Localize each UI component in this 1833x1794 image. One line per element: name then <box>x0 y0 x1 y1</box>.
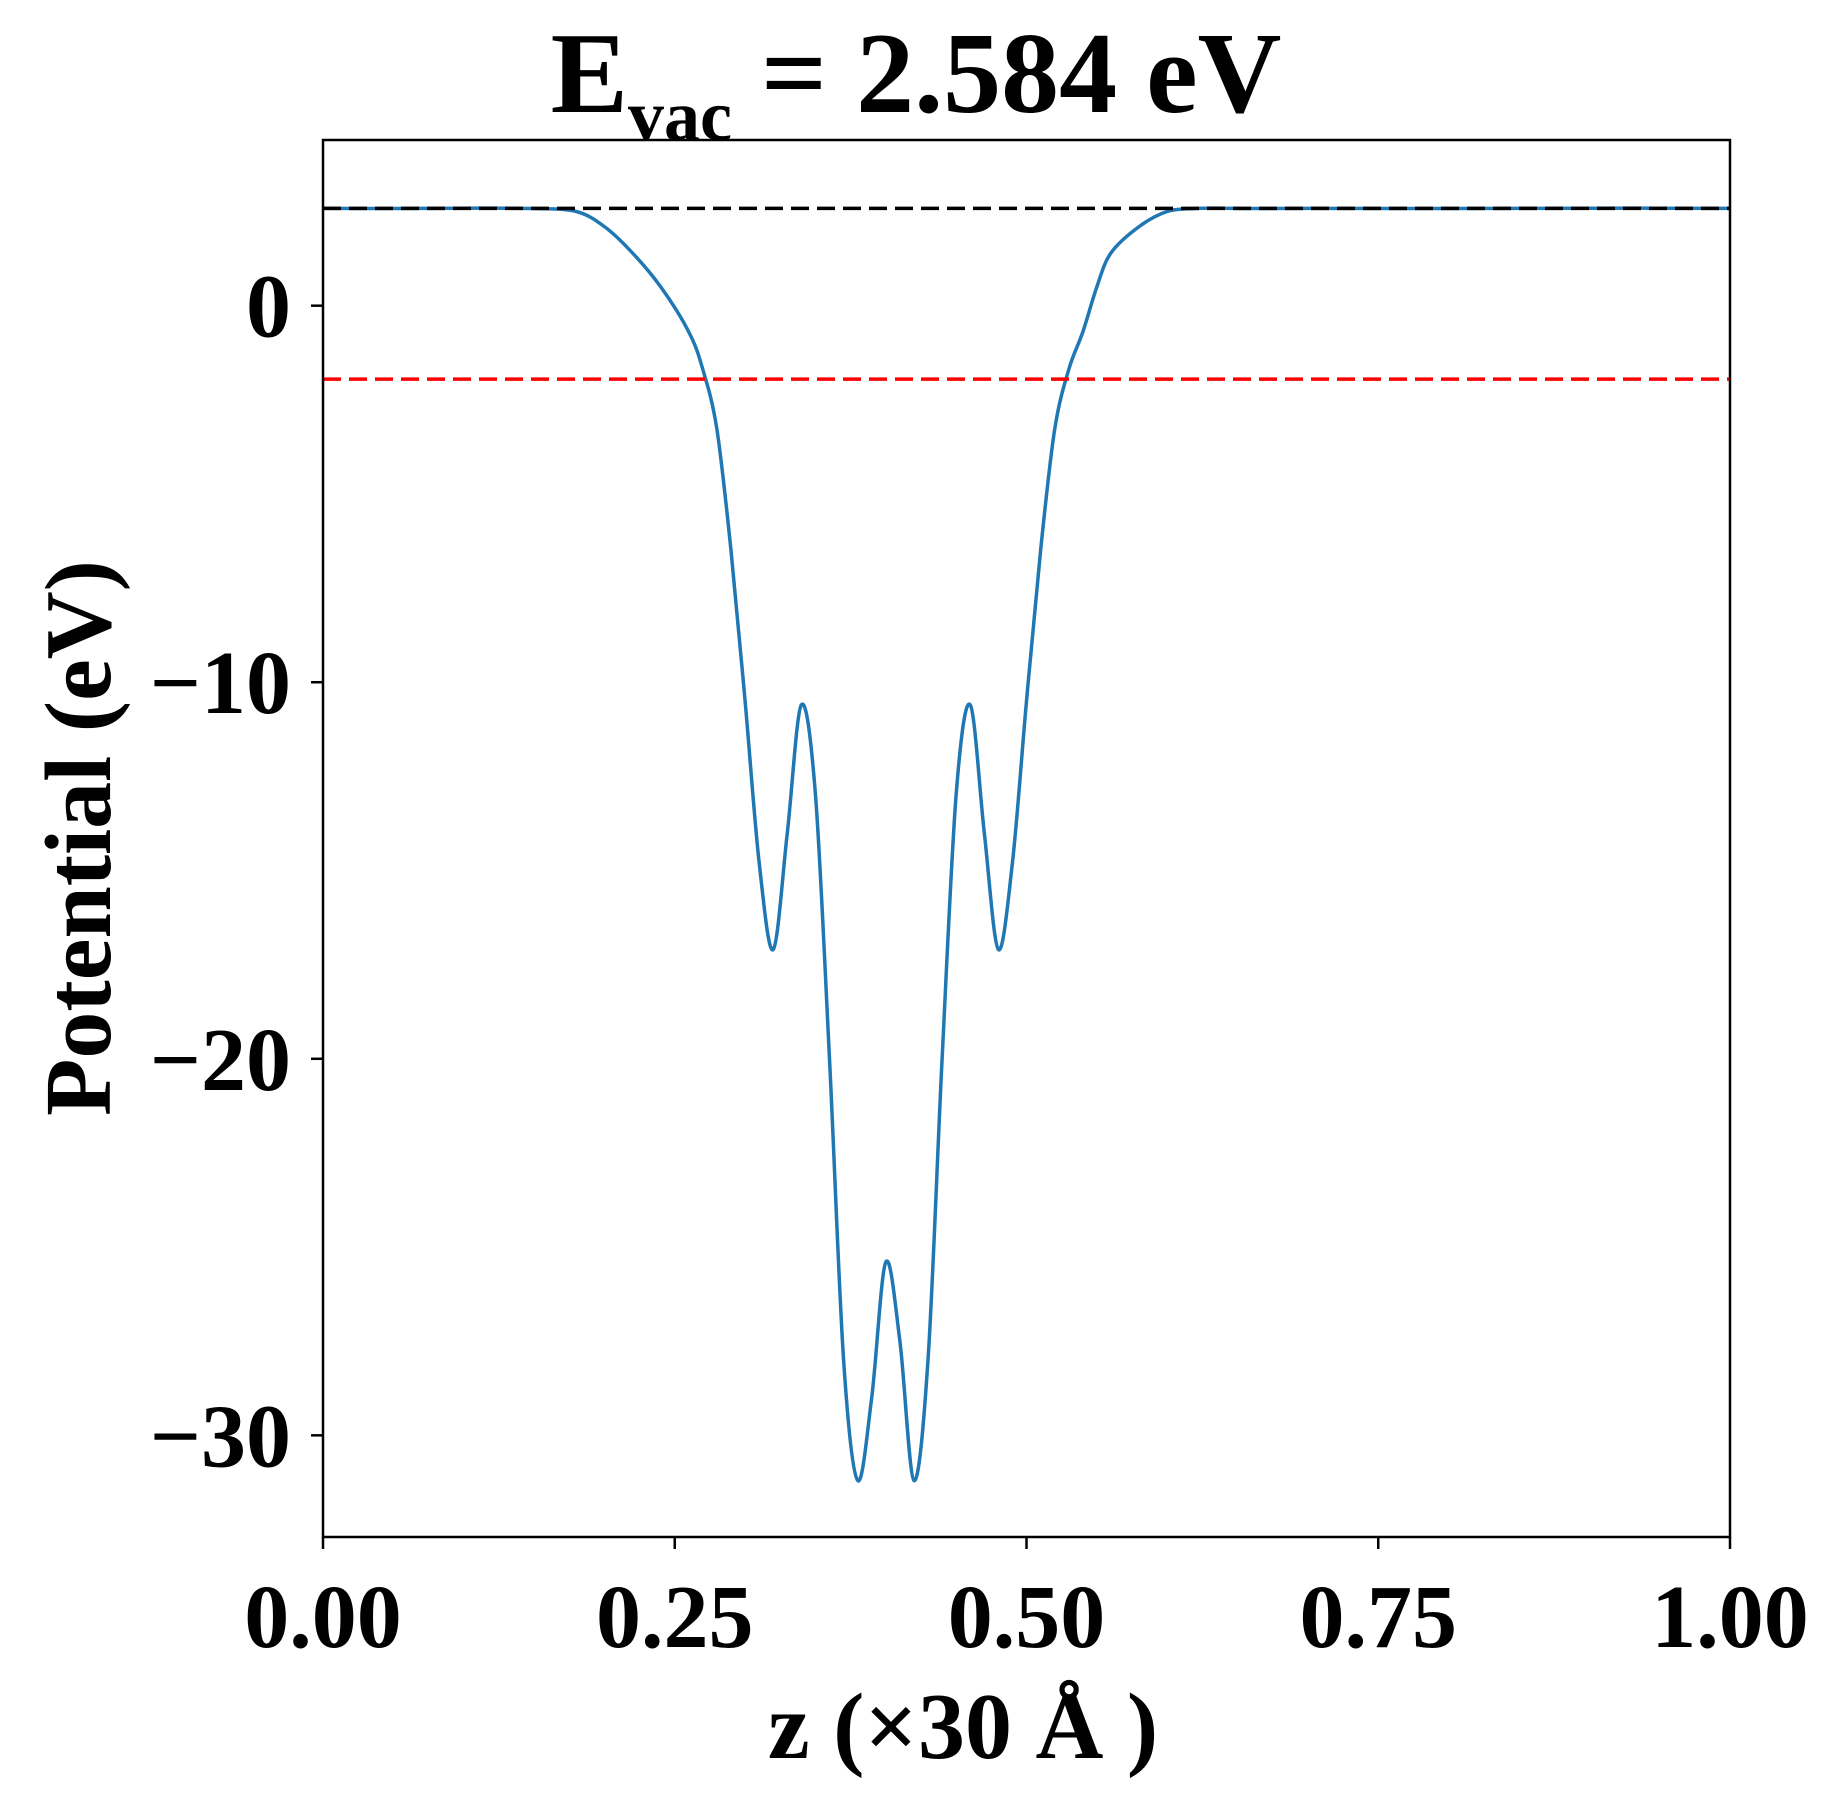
y-axis-label: Potential (eV) <box>27 560 131 1116</box>
chart-title-subscript: vac <box>628 76 732 156</box>
chart-title: Evac = 2.584 eV <box>551 10 1282 156</box>
x-tick-label: 1.00 <box>1651 1568 1809 1667</box>
potential-curve <box>322 206 1731 1483</box>
x-tick-label: 0.25 <box>596 1568 754 1667</box>
x-tick-label: 0.00 <box>244 1568 402 1667</box>
y-axis-ticks: 0 −10 −20 −30 <box>150 258 323 1486</box>
y-tick-label: 0 <box>246 258 291 357</box>
chart-title-suffix: = 2.584 eV <box>732 10 1281 138</box>
series-layer <box>322 206 1731 1483</box>
y-tick-label: −20 <box>150 1011 291 1110</box>
x-tick-label: 0.50 <box>948 1568 1106 1667</box>
plot-area <box>321 138 1732 1539</box>
x-axis-ticks: 0.00 0.25 0.50 0.75 1.00 <box>244 1537 1809 1667</box>
chart-title-prefix: E <box>551 10 628 138</box>
y-tick-label: −10 <box>150 634 291 733</box>
x-tick-label: 0.75 <box>1300 1568 1458 1667</box>
axes-frame <box>321 138 1732 1539</box>
x-axis-label: z (×30 Å ) <box>768 1675 1158 1779</box>
y-tick-label: −30 <box>150 1387 291 1486</box>
